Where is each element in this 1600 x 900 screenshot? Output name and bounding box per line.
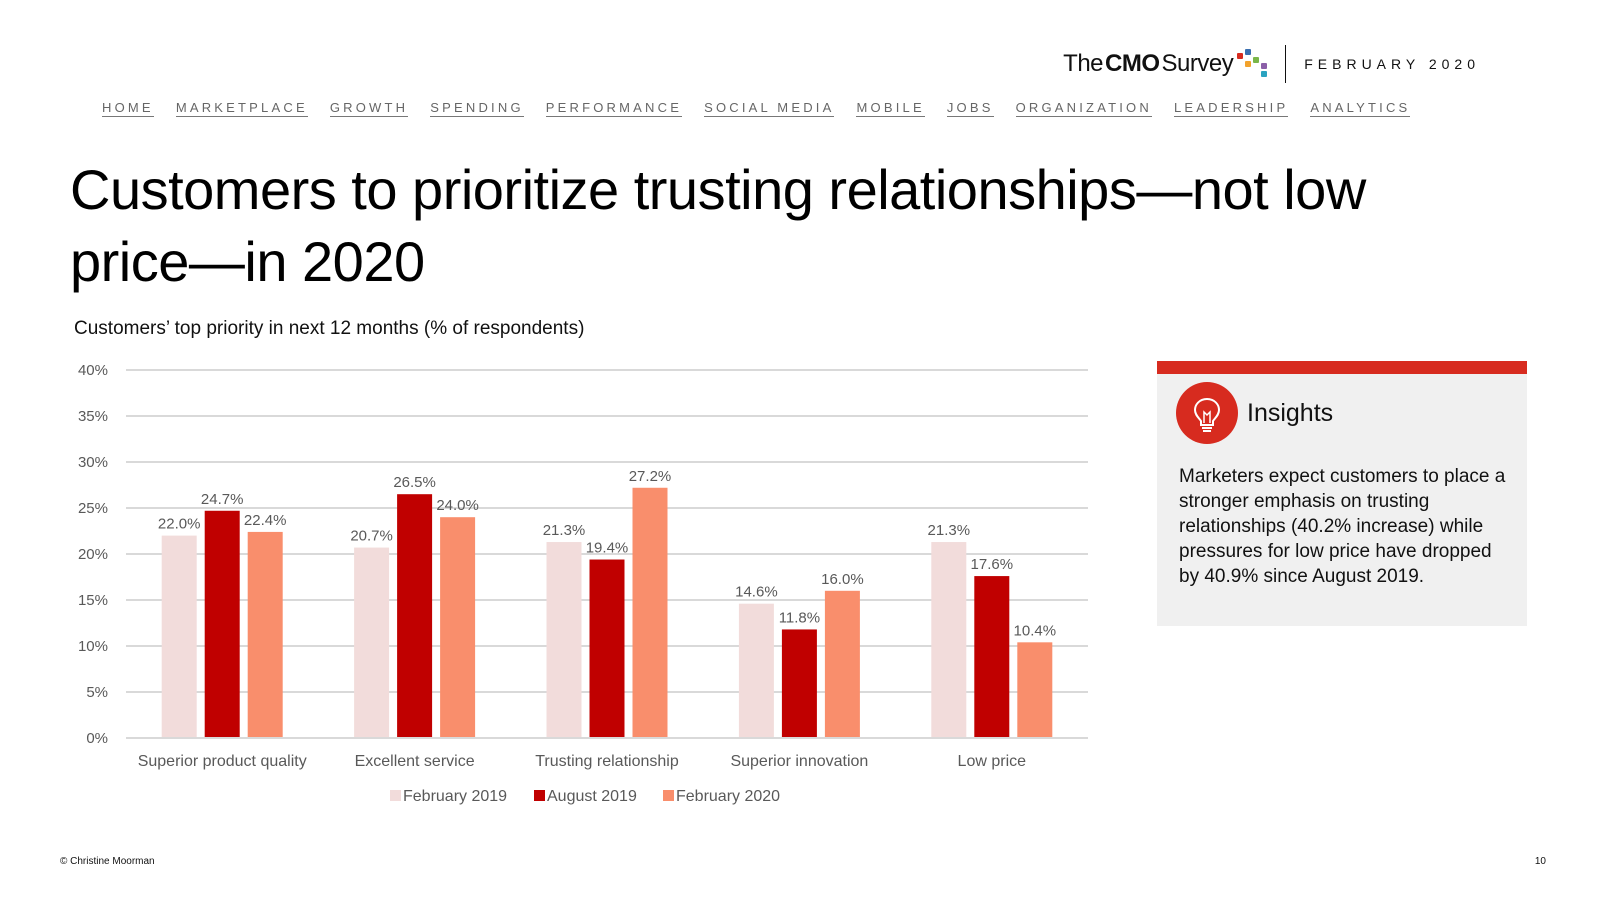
y-tick-label: 40% xyxy=(78,362,108,379)
nav-item-performance[interactable]: PERFORMANCE xyxy=(545,100,683,117)
insights-panel: Insights Marketers expect customers to p… xyxy=(1157,361,1527,626)
bar-august-2019 xyxy=(974,576,1010,738)
chart-subtitle: Customers’ top priority in next 12 month… xyxy=(74,318,585,339)
page-title: Customers to prioritize trusting relatio… xyxy=(70,158,1366,293)
brand-header: The CMO Survey FEBRUARY 2020 xyxy=(1063,44,1480,84)
data-label: 21.3% xyxy=(543,522,586,539)
data-label: 20.7% xyxy=(350,528,393,545)
insights-accent-bar xyxy=(1157,361,1527,374)
nav-item-jobs[interactable]: JOBS xyxy=(946,100,994,117)
bar-february-2019 xyxy=(738,603,774,738)
x-tick-label: Superior innovation xyxy=(730,753,868,770)
data-label: 22.0% xyxy=(158,516,201,533)
lightbulb-icon xyxy=(1176,382,1238,444)
data-label: 21.3% xyxy=(928,522,971,539)
bar-august-2019 xyxy=(781,629,817,738)
data-label: 10.4% xyxy=(1014,622,1057,639)
x-tick-label: Excellent service xyxy=(355,753,475,770)
bar-february-2019 xyxy=(161,535,197,738)
bar-august-2019 xyxy=(204,510,240,738)
insights-heading: Insights xyxy=(1247,399,1334,427)
insights-text: Marketers expect customers to place a st… xyxy=(1179,466,1506,587)
logo-dot xyxy=(1261,63,1268,69)
y-tick-label: 15% xyxy=(78,592,108,609)
y-tick-label: 30% xyxy=(78,454,108,471)
x-tick-label: Low price xyxy=(958,753,1027,770)
data-label: 11.8% xyxy=(779,609,820,626)
bar-august-2019 xyxy=(397,494,433,738)
legend-entry: February 2019 xyxy=(403,788,507,805)
bar-february-2020 xyxy=(824,590,860,738)
logo-survey: Survey xyxy=(1161,50,1234,77)
x-tick-label: Superior product quality xyxy=(138,753,307,770)
bar-february-2020 xyxy=(632,487,668,738)
data-label: 24.7% xyxy=(201,491,244,508)
data-label: 27.2% xyxy=(629,468,672,485)
logo-dot xyxy=(1253,57,1260,63)
nav-item-leadership[interactable]: LEADERSHIP xyxy=(1173,100,1289,117)
logo-the: The xyxy=(1063,50,1104,77)
logo-dot xyxy=(1237,53,1244,59)
legend-entry: August 2019 xyxy=(547,788,637,805)
logo-dot xyxy=(1245,61,1252,67)
y-tick-label: 35% xyxy=(78,408,108,425)
legend-entry: February 2020 xyxy=(676,788,780,805)
nav-item-social-media[interactable]: SOCIAL MEDIA xyxy=(704,100,835,117)
x-tick-label: Trusting relationship xyxy=(535,753,679,770)
data-label: 26.5% xyxy=(393,474,436,491)
copyright-notice: © Christine Moorman xyxy=(60,856,155,867)
y-tick-label: 20% xyxy=(78,546,108,563)
data-label: 19.4% xyxy=(586,540,629,557)
bar-february-2020 xyxy=(1017,642,1053,738)
nav-item-organization[interactable]: ORGANIZATION xyxy=(1015,100,1152,117)
logo-cmo: CMO xyxy=(1105,50,1160,77)
top-navigation: HOME MARKETPLACE GROWTH SPENDING PERFORMANCE… xyxy=(102,100,1411,117)
data-label: 24.0% xyxy=(436,497,479,514)
data-label: 16.0% xyxy=(821,571,864,588)
bar-august-2019 xyxy=(589,559,625,738)
priority-bar-chart: 0% 5% 10% 15% 20% 25% 30% 35% 40% 22.0%24.7%22.4%… xyxy=(78,362,1088,805)
nav-item-growth[interactable]: GROWTH xyxy=(329,100,409,117)
y-tick-label: 0% xyxy=(86,730,108,747)
nav-item-analytics[interactable]: ANALYTICS xyxy=(1310,100,1411,117)
bar-february-2019 xyxy=(354,547,390,738)
legend-swatch xyxy=(534,790,545,801)
y-tick-label: 5% xyxy=(86,684,108,701)
data-label: 22.4% xyxy=(244,512,287,529)
y-tick-label: 25% xyxy=(78,500,108,517)
nav-item-spending[interactable]: SPENDING xyxy=(430,100,524,117)
logo-dot xyxy=(1261,71,1268,77)
data-label: 14.6% xyxy=(735,584,778,601)
bar-february-2019 xyxy=(931,542,967,738)
logo-dot xyxy=(1245,49,1252,55)
cmo-survey-logo: The CMO Survey xyxy=(1063,50,1234,78)
nav-item-mobile[interactable]: MOBILE xyxy=(856,100,925,117)
legend-swatch xyxy=(663,790,674,801)
logo-dots-icon xyxy=(1237,49,1271,79)
y-tick-label: 10% xyxy=(78,638,108,655)
bar-february-2020 xyxy=(440,517,476,738)
data-label: 17.6% xyxy=(971,556,1014,573)
bar-february-2020 xyxy=(247,531,283,738)
legend-swatch xyxy=(390,790,401,801)
nav-item-home[interactable]: HOME xyxy=(102,100,154,117)
nav-item-marketplace[interactable]: MARKETPLACE xyxy=(175,100,308,117)
survey-date: FEBRUARY 2020 xyxy=(1304,56,1480,72)
page-number: 10 xyxy=(1534,856,1546,867)
header-divider xyxy=(1285,45,1287,83)
bar-february-2019 xyxy=(546,542,582,738)
